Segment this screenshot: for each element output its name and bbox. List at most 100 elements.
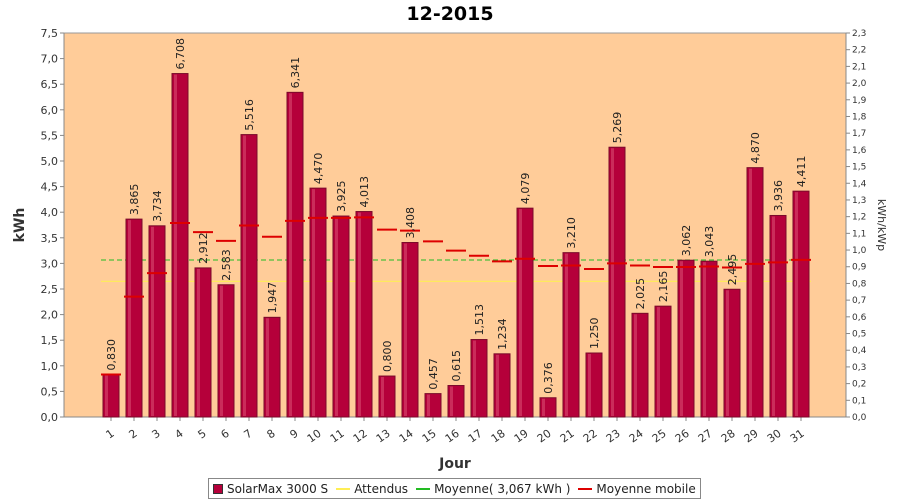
legend-label-moyenne: Moyenne( 3,067 kWh )	[434, 481, 571, 496]
y-right-tick-label: 0,3	[852, 363, 866, 373]
y-right-tick-label: 1,7	[852, 129, 866, 139]
y-axis-left: 0,0 0,5 1,0 1,5 2,0 2,5 3,0 3,5 4,0 4,5 5,0 5,5 6,0 6…	[41, 27, 65, 424]
y-right-tick-label: 1,6	[852, 146, 867, 156]
bar-highlight	[289, 93, 292, 417]
y-right-tick-label: 1,9	[852, 96, 867, 106]
bar-highlight	[703, 262, 706, 416]
bar-value-label: 3,043	[703, 226, 716, 258]
bar-highlight	[473, 340, 476, 416]
bar-value-label: 4,079	[519, 173, 532, 205]
bar-highlight	[151, 226, 154, 416]
bar-value-label: 3,062	[680, 225, 693, 257]
y-tick-label: 5,5	[41, 129, 59, 142]
y-tick-label: 4,0	[41, 206, 59, 219]
bar-value-label: 3,408	[404, 207, 417, 239]
x-tick-label: 5	[196, 427, 209, 442]
y-tick-label: 1,5	[41, 334, 59, 347]
legend-item-moyenne-mobile: Moyenne mobile	[578, 481, 696, 496]
x-tick-label: 15	[420, 427, 439, 446]
bar-value-label: 4,411	[795, 156, 808, 188]
chart-title: 12-2015	[406, 3, 493, 25]
legend-swatch-attendus	[336, 487, 351, 490]
bar-highlight	[496, 354, 499, 416]
bar-value-label: 4,470	[312, 153, 325, 185]
y-right-tick-label: 2,2	[852, 46, 866, 56]
bar-highlight	[358, 212, 361, 416]
legend-item-moyenne: Moyenne( 3,067 kWh )	[416, 482, 570, 496]
bar-value-label: 4,870	[749, 132, 762, 164]
y-right-tick-label: 1,8	[852, 112, 867, 122]
x-tick-label: 1	[104, 427, 117, 442]
bar-value-label: 1,513	[473, 304, 486, 336]
bar-highlight	[519, 209, 522, 416]
bar-value-label: 2,025	[634, 278, 647, 310]
y-right-tick-label: 0,8	[852, 279, 867, 289]
bar-value-label: 2,912	[197, 232, 210, 264]
legend-label-solarmax: SolarMax 3000 S	[227, 481, 329, 496]
x-axis-label: Jour	[438, 456, 471, 472]
legend: SolarMax 3000 S Attendus Moyenne( 3,067 …	[208, 478, 701, 499]
x-tick-label: 31	[788, 427, 807, 446]
y-tick-label: 3,0	[41, 257, 59, 270]
y-axis-label-right: kWh/kWp	[875, 199, 888, 251]
x-tick-label: 28	[719, 427, 738, 446]
bar-highlight	[312, 189, 315, 416]
legend-swatch-solarmax	[213, 483, 223, 494]
bar-highlight	[105, 375, 108, 416]
x-tick-label: 12	[351, 427, 370, 446]
y-right-tick-label: 1,3	[852, 196, 866, 206]
y-axis-right: 0,0 0,1 0,2 0,3 0,4 0,5 0,6 0,7 0,8 0,9 1,0 1,1 1,2 1…	[845, 29, 867, 423]
y-right-tick-label: 1,2	[852, 213, 866, 223]
x-tick-label: 27	[696, 427, 715, 446]
y-right-tick-label: 1,0	[852, 246, 867, 256]
bar-highlight	[335, 217, 338, 416]
bar-value-label: 5,516	[243, 99, 256, 131]
y-right-tick-label: 2,3	[852, 29, 866, 39]
bar-value-label: 2,165	[657, 271, 670, 303]
moving-average-marks	[101, 216, 811, 376]
x-tick-label: 24	[627, 427, 646, 446]
bar-value-label: 0,830	[105, 339, 118, 371]
bar-value-label: 1,234	[496, 318, 509, 350]
y-tick-label: 7,5	[41, 27, 59, 40]
bar-value-label: 3,925	[335, 181, 348, 213]
bar-highlight	[588, 354, 591, 416]
x-tick-label: 14	[397, 427, 416, 446]
y-right-tick-label: 1,1	[852, 229, 866, 239]
x-tick-label: 21	[558, 427, 577, 446]
y-tick-label: 3,5	[41, 232, 59, 245]
legend-label-moyenne-mobile: Moyenne mobile	[596, 481, 696, 496]
bar-highlight	[128, 220, 131, 416]
y-tick-label: 1,0	[41, 360, 59, 373]
bar-highlight	[243, 135, 246, 416]
bar-value-label: 4,013	[358, 176, 371, 208]
y-tick-label: 5,0	[41, 155, 59, 168]
bar-value-label: 0,800	[381, 341, 394, 373]
bar-highlight	[772, 216, 775, 416]
x-tick-label: 30	[765, 427, 784, 446]
x-tick-label: 22	[581, 427, 600, 446]
x-tick-label: 2	[127, 427, 140, 442]
value-labels: 0,830 3,865 3,734 6,708 2,912 2,583 5,516 1,947…	[105, 38, 808, 394]
bar-value-label: 1,250	[588, 318, 601, 350]
y-right-tick-label: 2,0	[852, 79, 867, 89]
y-right-tick-label: 0,9	[852, 263, 867, 273]
bar-value-label: 6,341	[289, 57, 302, 89]
x-tick-label: 26	[673, 427, 692, 446]
bar-highlight	[266, 318, 269, 416]
x-tick-label: 8	[265, 427, 278, 442]
y-right-tick-label: 0,2	[852, 380, 866, 390]
x-tick-label: 6	[219, 427, 232, 442]
legend-label-attendus: Attendus	[354, 481, 409, 496]
y-right-tick-label: 1,5	[852, 163, 866, 173]
x-axis: 1 2 3 4 5 6 7 8 9 10 11 12 13 14 15 16 17 18 19 20 21 22 23 24 2…	[64, 416, 846, 446]
bar-highlight	[450, 386, 453, 416]
y-tick-label: 0,5	[41, 385, 59, 398]
bar-highlight	[197, 268, 200, 416]
x-tick-label: 13	[374, 427, 393, 446]
bar-highlight	[427, 394, 430, 416]
bar-highlight	[174, 74, 177, 416]
bar-value-label: 2,495	[726, 254, 739, 286]
bar-highlight	[220, 285, 223, 416]
